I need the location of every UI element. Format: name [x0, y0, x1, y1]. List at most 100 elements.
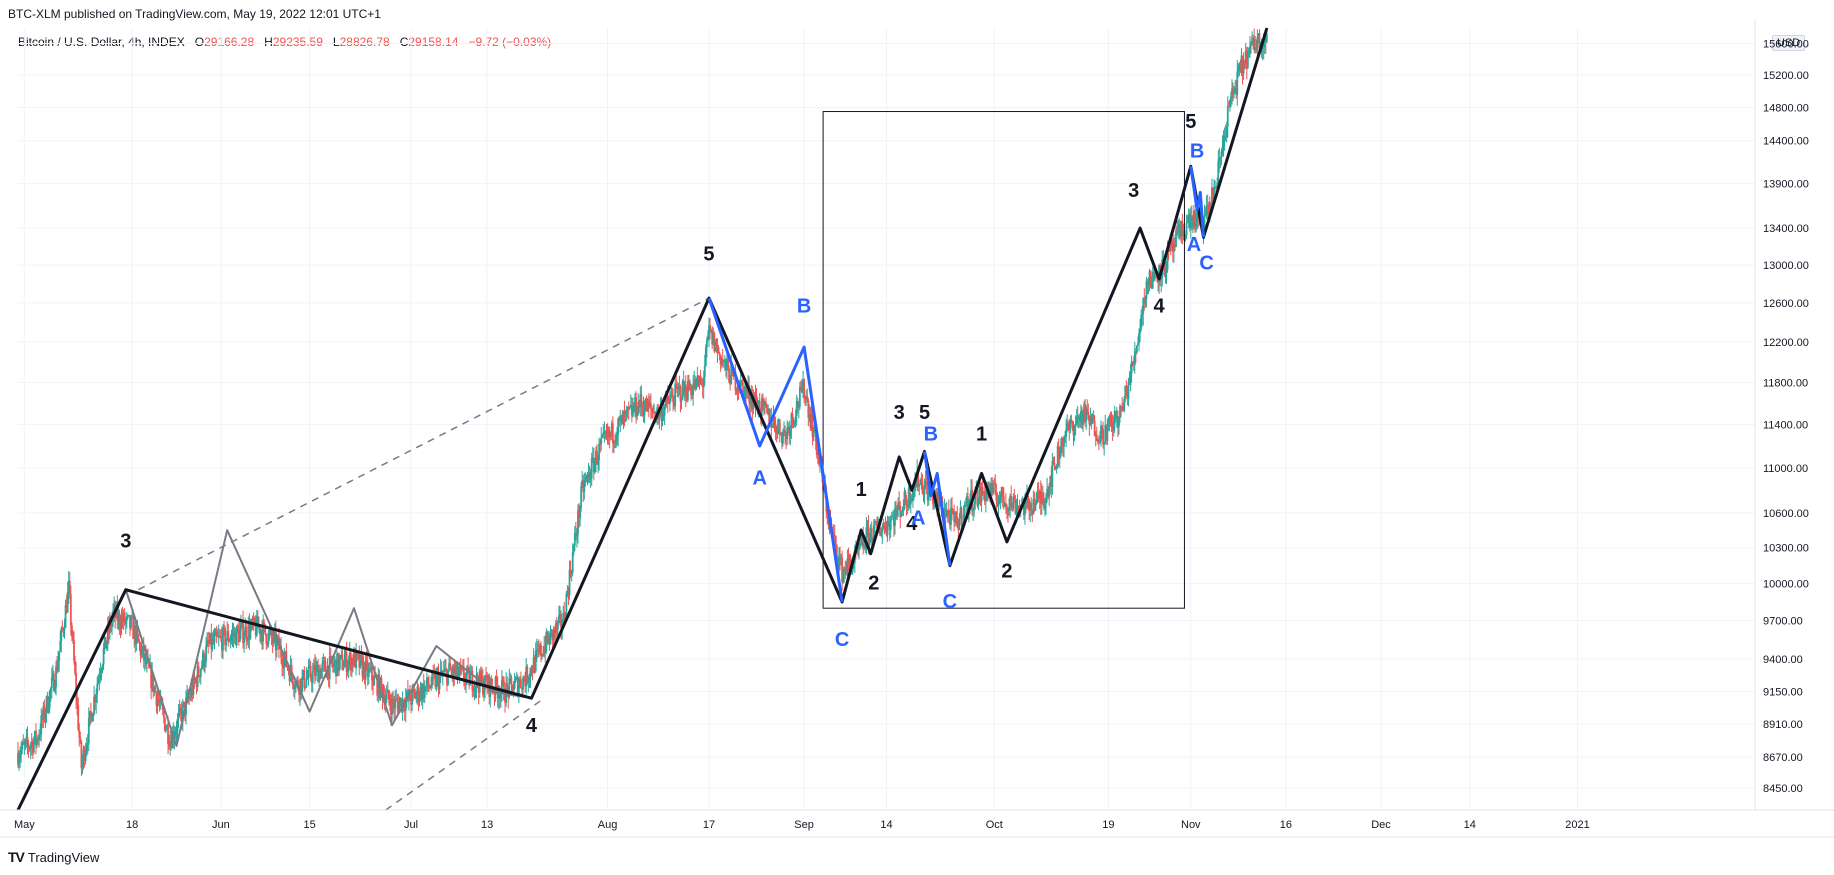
candle-body: [132, 616, 135, 639]
candle-body: [628, 406, 631, 409]
candle-body: [957, 524, 960, 530]
candle-body: [456, 663, 459, 678]
candle-body: [133, 625, 136, 639]
candle-body: [723, 359, 726, 361]
candle-body: [24, 740, 27, 744]
candle-body: [429, 686, 431, 688]
candle-body: [1088, 419, 1091, 425]
candle-body: [451, 671, 454, 676]
candle-body: [962, 514, 965, 523]
candle-body: [325, 671, 328, 678]
candle-body: [720, 359, 723, 365]
candle-body: [1160, 278, 1163, 282]
candle-body: [1102, 428, 1104, 445]
candle-body: [1097, 440, 1100, 442]
candle-body: [681, 381, 684, 400]
candle-body: [217, 635, 220, 637]
candle-body: [700, 380, 703, 382]
candle-body: [1053, 463, 1056, 467]
candle-body: [725, 359, 727, 370]
candle-body: [121, 616, 124, 623]
candle-body: [1248, 51, 1250, 54]
candle-body: [169, 741, 172, 747]
candle-body: [178, 707, 181, 714]
candle-body: [982, 491, 985, 494]
candle-body: [918, 484, 921, 487]
candle-body: [557, 621, 559, 630]
candle-body: [883, 524, 886, 526]
candle-body: [640, 394, 643, 406]
candle-body: [843, 568, 846, 572]
candle-body: [554, 623, 557, 634]
candle-body: [1186, 222, 1189, 224]
candle-body: [1143, 298, 1146, 304]
candle-body: [574, 532, 577, 537]
candle-body: [614, 440, 616, 443]
candle-body: [437, 673, 440, 690]
candle-body: [715, 339, 718, 352]
symbol-legend[interactable]: Bitcoin / U.S. Dollar, 4h, INDEX O29166.…: [18, 35, 551, 49]
candle-body: [1171, 240, 1174, 252]
candle-body: [40, 715, 43, 734]
y-tick-label: 12600.00: [1763, 298, 1809, 310]
candle-body: [324, 661, 327, 672]
candle-body: [632, 406, 634, 416]
candle-body: [221, 636, 223, 651]
tradingview-logo[interactable]: TV TradingView: [8, 849, 99, 865]
candle-body: [605, 433, 608, 437]
candle-body: [1238, 63, 1241, 67]
wave-label: C: [943, 591, 957, 613]
candle-body: [181, 704, 184, 722]
candle-body: [224, 628, 226, 646]
x-tick-label: 19: [1102, 819, 1114, 831]
candle-body: [272, 633, 275, 643]
candle-body: [752, 396, 755, 410]
candle-body: [1175, 230, 1177, 248]
wave-label: 5: [919, 402, 930, 424]
candle-body: [927, 485, 930, 501]
candle-body: [711, 329, 714, 345]
candle-body: [691, 394, 693, 396]
candle-body: [760, 398, 763, 416]
candle-body: [751, 395, 754, 410]
symbol-name[interactable]: Bitcoin / U.S. Dollar, 4h, INDEX: [18, 35, 185, 49]
candle-body: [675, 383, 678, 387]
wave-label: 4: [526, 715, 538, 737]
candle-body: [716, 347, 719, 352]
candle-body: [622, 412, 625, 425]
candle-body: [1226, 106, 1229, 127]
candle-body: [454, 670, 457, 675]
candle-body: [954, 511, 957, 523]
candle-body: [392, 698, 394, 704]
candle-body: [309, 666, 312, 679]
candle-body: [912, 491, 914, 502]
candle-body: [867, 526, 870, 545]
candle-body: [846, 558, 849, 575]
candle-body: [559, 614, 561, 616]
candle-body: [603, 431, 606, 433]
candle-body: [870, 528, 873, 542]
candle-body: [1193, 210, 1195, 222]
candle-body: [1109, 416, 1112, 423]
candle-body: [113, 606, 116, 611]
candle-body: [885, 531, 888, 536]
candle-body: [1072, 427, 1075, 436]
candle-body: [901, 510, 904, 512]
y-tick-label: 13400.00: [1763, 223, 1809, 235]
candle-body: [323, 660, 326, 662]
candle-body: [899, 505, 902, 517]
candle-body: [484, 675, 486, 690]
candle-body: [892, 515, 895, 526]
candle-body: [21, 742, 24, 750]
candle-body: [1074, 424, 1077, 426]
candle-body: [704, 347, 707, 366]
candle-body: [396, 698, 399, 703]
candle-body: [992, 483, 995, 494]
candle-body: [271, 638, 274, 643]
candle-body: [225, 639, 228, 646]
candle-body: [604, 431, 607, 434]
candle-body: [1257, 33, 1260, 38]
currency-badge[interactable]: USD: [1772, 35, 1806, 51]
candle-body: [1230, 96, 1232, 100]
